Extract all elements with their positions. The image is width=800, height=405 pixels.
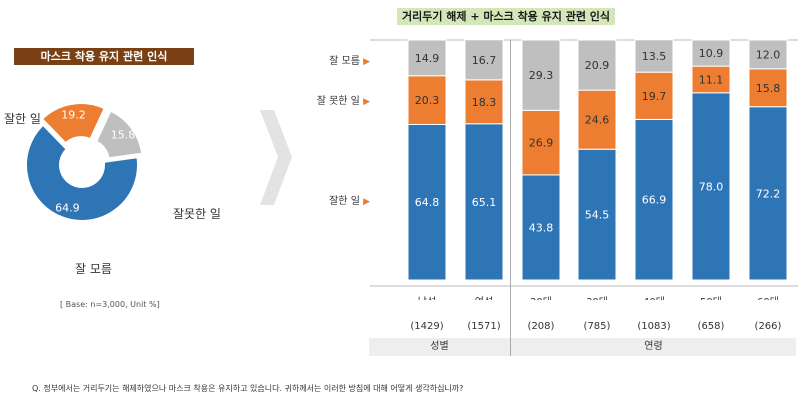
sample-count: (1571) [467, 321, 501, 332]
group-gender: 성별 [430, 341, 449, 352]
bar-dk [634, 39, 674, 73]
category-label: 남성 [418, 296, 436, 300]
triangle-right-icon: ▶ [363, 97, 370, 107]
bar-value: 14.9 [415, 52, 440, 65]
bar-good [634, 118, 674, 281]
bar-dk [691, 39, 731, 67]
sample-count: (208) [527, 321, 555, 332]
donut-label-bad: 잘못한 일 [173, 207, 221, 221]
stacked-bar-chart: 64.8 20.3 14.9 남성 65.1 18.3 16.7 여성 43.8 26.9 29.3… [370, 39, 798, 300]
donut-slice-dk-value: 15.8 [111, 129, 136, 142]
bar-value: 13.5 [642, 50, 667, 63]
bar-dk [464, 39, 504, 81]
group-age: 연령 [644, 341, 663, 352]
donut-slice-bad-value: 19.2 [61, 109, 86, 122]
sample-count: (266) [754, 321, 782, 332]
row-label-good: 잘한 일 ▶ [300, 192, 370, 207]
triangle-right-icon: ▶ [363, 197, 370, 207]
bar-chart-title: 거리두기 해제 + 마스크 착용 유지 관련 인식 [397, 8, 615, 25]
bar-good [691, 92, 731, 281]
group-divider [510, 40, 511, 356]
bar-bad [577, 89, 617, 150]
donut-slice-good [25, 123, 139, 222]
bar-value: 66.9 [642, 194, 667, 207]
group-row [369, 338, 796, 356]
donut-slice-good-value: 64.9 [55, 202, 80, 215]
category-label: 40대 [643, 296, 665, 300]
bar-bad [748, 68, 788, 108]
bar-value: 26.9 [529, 137, 554, 150]
bar-value: 10.9 [699, 47, 724, 60]
bar-good [407, 123, 447, 281]
row-label-dk: 잘 모름 ▶ [300, 52, 370, 67]
row-label-good-text: 잘한 일 [329, 196, 360, 207]
bar-good [577, 148, 617, 281]
row-label-bad: 잘 못한 일 ▶ [300, 92, 370, 107]
bar-bad [691, 65, 731, 94]
question-text: Q. 정부에서는 거리두기는 해제하였으나 마스크 착용은 유지하고 있습니다.… [32, 384, 464, 393]
chevron-right-icon [260, 110, 292, 205]
bar-dk [521, 39, 561, 111]
donut-slice-bad [40, 102, 107, 145]
bar-value: 54.5 [585, 209, 610, 222]
bar-value: 20.9 [585, 59, 610, 72]
bar-value: 12.0 [756, 48, 781, 61]
bar-value: 43.8 [529, 221, 554, 234]
bar-dk [748, 39, 788, 70]
bar-value: 78.0 [699, 180, 724, 193]
sample-count: (658) [697, 321, 725, 332]
sample-count: (1429) [410, 321, 444, 332]
sample-count: (785) [583, 321, 611, 332]
base-note: [ Base: n=3,000, Unit %] [60, 300, 160, 309]
donut-chart: 64.9 19.2 15.8 [25, 102, 144, 222]
sample-count: (1083) [637, 321, 671, 332]
bar-value: 18.3 [472, 96, 497, 109]
bar-value: 64.8 [415, 196, 440, 209]
bar-bad [634, 71, 674, 120]
bar-good [464, 123, 504, 281]
bar-value: 19.7 [642, 90, 667, 103]
bar-value: 11.1 [699, 73, 724, 86]
row-label-bad-text: 잘 못한 일 [316, 96, 360, 107]
bar-good [748, 106, 788, 281]
category-label: 여성 [475, 296, 493, 300]
bar-value: 24.6 [585, 114, 610, 127]
donut-label-good: 잘한 일 [4, 112, 41, 126]
bar-value: 16.7 [472, 54, 497, 67]
triangle-right-icon: ▶ [363, 57, 370, 67]
row-label-dk-text: 잘 모름 [329, 56, 360, 67]
bar-good [521, 174, 561, 281]
bar-value: 72.2 [756, 187, 781, 200]
category-label: 20대 [530, 296, 552, 300]
bar-value: 20.3 [415, 94, 440, 107]
category-label: 60대 [757, 296, 779, 300]
category-label: 30대 [586, 296, 608, 300]
donut-slice-dk [94, 109, 144, 160]
bar-dk [577, 39, 617, 91]
bar-value: 15.8 [756, 82, 781, 95]
category-label: 50대 [700, 296, 722, 300]
bar-value: 65.1 [472, 196, 497, 209]
bar-bad [521, 109, 561, 176]
bar-value: 29.3 [529, 69, 554, 82]
bar-bad [407, 75, 447, 125]
donut-label-dk: 잘 모름 [75, 262, 112, 276]
bar-dk [407, 39, 447, 77]
bar-bad [464, 79, 504, 125]
donut-title: 마스크 착용 유지 관련 인식 [14, 48, 194, 65]
